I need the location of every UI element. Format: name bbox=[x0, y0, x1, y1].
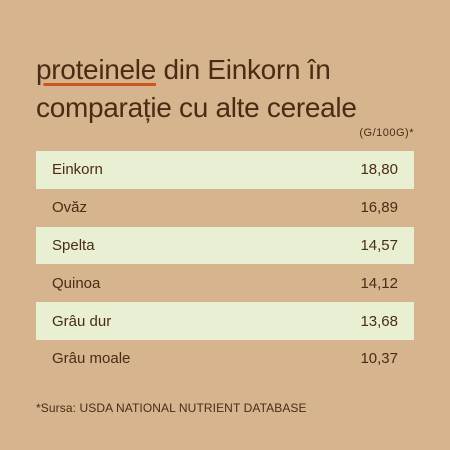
source-note: *Sursa: USDA NATIONAL NUTRIENT DATABASE bbox=[36, 401, 307, 415]
cereal-name: Grâu moale bbox=[52, 350, 131, 368]
protein-value: 14,12 bbox=[360, 274, 398, 292]
cereal-name: Spelta bbox=[52, 236, 95, 254]
title-highlight: proteinele bbox=[36, 54, 156, 85]
protein-value: 16,89 bbox=[360, 199, 398, 217]
table-row: Einkorn 18,80 bbox=[36, 151, 414, 189]
table-row: Grâu dur 13,68 bbox=[36, 302, 414, 340]
protein-value: 13,68 bbox=[360, 312, 398, 330]
title-line1-rest: din Einkorn în bbox=[155, 54, 331, 85]
table-row: Spelta 14,57 bbox=[36, 226, 414, 265]
table-row: Grâu moale 10,37 bbox=[36, 340, 414, 378]
protein-value: 14,57 bbox=[360, 236, 398, 254]
table-row: Quinoa 14,12 bbox=[36, 264, 414, 302]
data-table: Einkorn 18,80 Ovăz 16,89 Spelta 14,57 Quinoa 14… bbox=[36, 151, 414, 378]
table-row: Ovăz 16,89 bbox=[36, 189, 414, 227]
unit-label: (G/100G)* bbox=[359, 127, 414, 139]
cereal-name: Einkorn bbox=[52, 161, 103, 179]
protein-value: 18,80 bbox=[360, 161, 398, 179]
cereal-name: Quinoa bbox=[52, 274, 101, 292]
title-line2: comparație cu alte cereale bbox=[36, 92, 357, 123]
protein-value: 10,37 bbox=[360, 350, 398, 368]
cereal-name: Ovăz bbox=[52, 199, 88, 217]
cereal-name: Grâu dur bbox=[52, 312, 112, 330]
chart-title: proteinele din Einkorn în comparație cu … bbox=[36, 51, 436, 127]
